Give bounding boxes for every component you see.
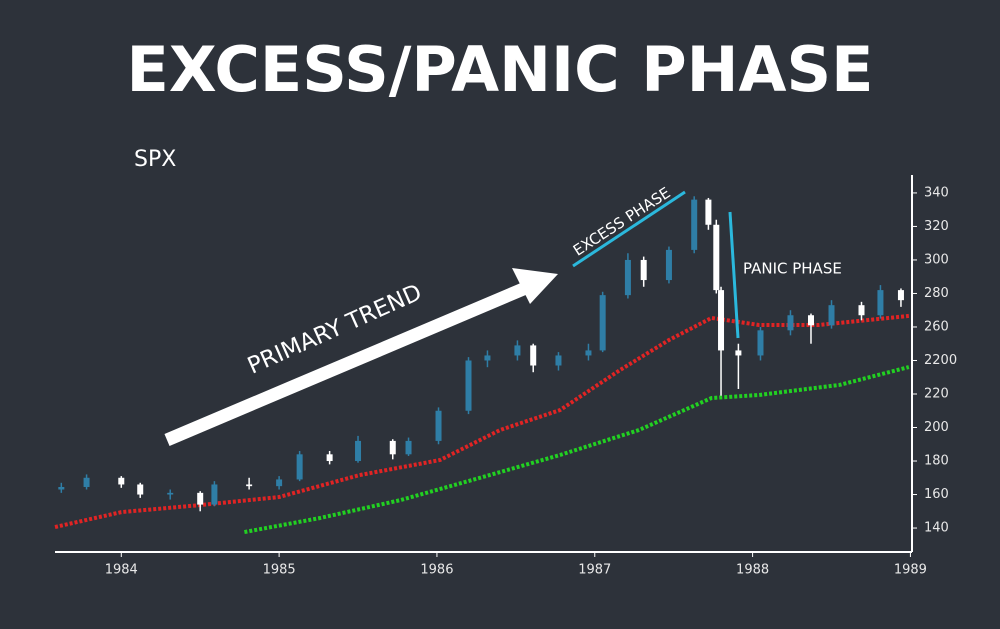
trend-arrow-shaft [164,281,531,446]
candle-body [807,315,814,326]
excess-line [572,190,686,268]
trend-arrow-head [512,268,558,304]
candle-body [624,259,631,296]
y-tick-label: 320 [924,219,949,234]
candle-body [405,440,412,455]
candle-body [735,350,742,356]
candle-body [665,249,672,281]
candle-body [757,330,764,356]
candle-body [276,479,283,487]
candle-body [585,350,592,356]
y-tick-label: 340 [924,185,949,200]
y-tick-label: 300 [924,252,949,267]
candle-body [246,484,253,487]
panic-line [728,211,740,339]
y-tick-label: 160 [924,487,949,502]
x-tick-label: 1987 [578,563,611,578]
candle-body [389,440,396,455]
moving-average [244,365,910,535]
candle-body [211,484,218,505]
y-tick-label: 200 [924,420,949,435]
candle-body [530,345,537,366]
candle-body [465,360,472,411]
y-tick-label: 280 [924,286,949,301]
candle-body [640,259,647,281]
candle-body [897,290,904,301]
y-tick-label: 2200 [924,353,957,368]
candle-body [718,290,725,351]
y-tick-label: 260 [924,319,949,334]
candle-body [167,492,174,495]
candle-body [787,315,794,331]
x-tick-label: 1989 [894,563,927,578]
chart-subtitle: SPX [134,147,176,172]
candle-body [828,305,835,326]
candle-body [83,477,90,487]
candle-body [326,454,333,462]
chart-title: EXCESS/PANIC PHASE [126,33,873,106]
plot [54,196,910,535]
y-tick-label: 140 [924,521,949,536]
candle-body [858,305,865,316]
y-tick-label: 220 [924,386,949,401]
candle-body [435,410,442,441]
x-tick-label: 1988 [736,563,769,578]
x-tick-label: 1984 [105,563,138,578]
candle-body [197,492,204,505]
candle-body [691,199,698,250]
candle-body [514,345,521,356]
x-tick-label: 1986 [420,563,453,578]
candle-body [877,290,884,316]
candle-body [355,440,362,462]
candle-body [705,199,712,225]
candle-body [599,295,606,351]
candle-body [713,224,720,291]
candle-body [296,454,303,480]
candle-body [118,477,125,485]
annotation: PANIC PHASE [743,260,842,278]
candle-body [137,484,144,495]
x-tick-label: 1985 [263,563,296,578]
y-tick-label: 180 [924,454,949,469]
candle-body [484,355,491,361]
candle-body [555,355,562,366]
candle-body [58,486,65,490]
